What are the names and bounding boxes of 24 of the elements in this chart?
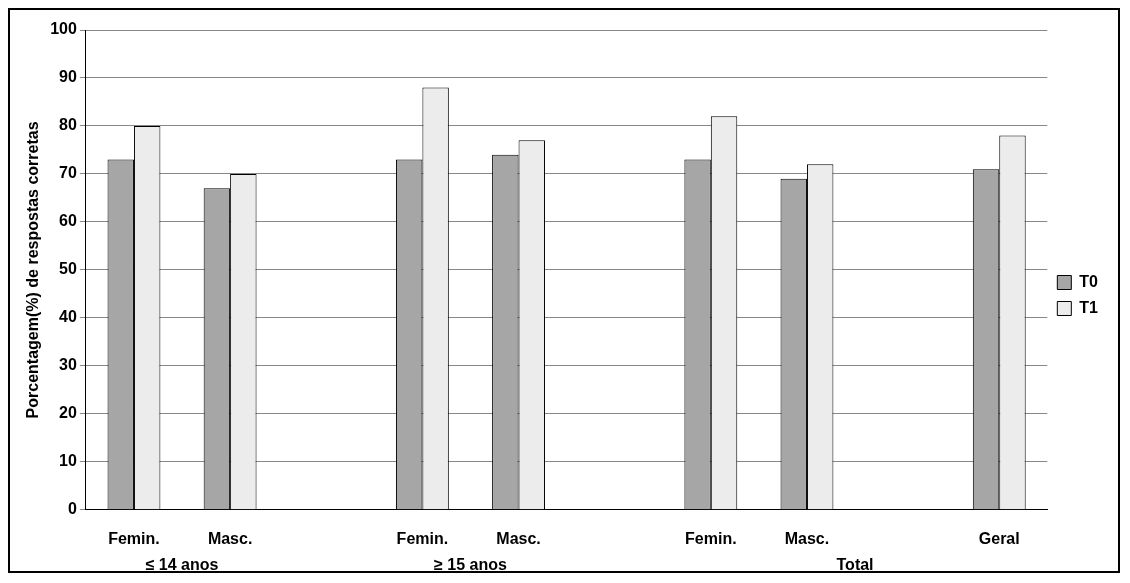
- x-tick-label: Femin.: [685, 529, 737, 547]
- x-tick-label: Masc.: [784, 529, 830, 547]
- legend-label: T1: [1079, 298, 1099, 316]
- x-tick-label: Femin.: [396, 529, 449, 547]
- y-tick-label: 30: [59, 356, 77, 374]
- y-tick-label: 70: [59, 164, 77, 182]
- x-tick-label: Masc.: [207, 529, 253, 547]
- y-tick-label: 10: [59, 452, 77, 470]
- y-tick-label: 0: [67, 500, 77, 518]
- y-tick-label: 40: [59, 308, 77, 326]
- x-tick-label: Geral: [978, 529, 1020, 547]
- y-tick-label: 80: [59, 116, 77, 134]
- legend-label: T0: [1079, 272, 1099, 290]
- text: ≤ 14 anos: [145, 555, 219, 573]
- y-tick-label: 100: [50, 20, 77, 38]
- y-tick-label: 20: [59, 404, 77, 422]
- y-tick-label: 90: [59, 68, 77, 86]
- text: ≥ 15 anos: [434, 555, 507, 573]
- x-tick-label: Masc.: [496, 529, 541, 547]
- y-tick-label: 60: [59, 212, 77, 230]
- y-tick-label: 50: [59, 260, 77, 278]
- x-tick-label: Femin.: [108, 529, 160, 547]
- y-axis-title: Porcentagem(%) de respostas corretas: [24, 121, 42, 419]
- text: Total: [836, 555, 874, 573]
